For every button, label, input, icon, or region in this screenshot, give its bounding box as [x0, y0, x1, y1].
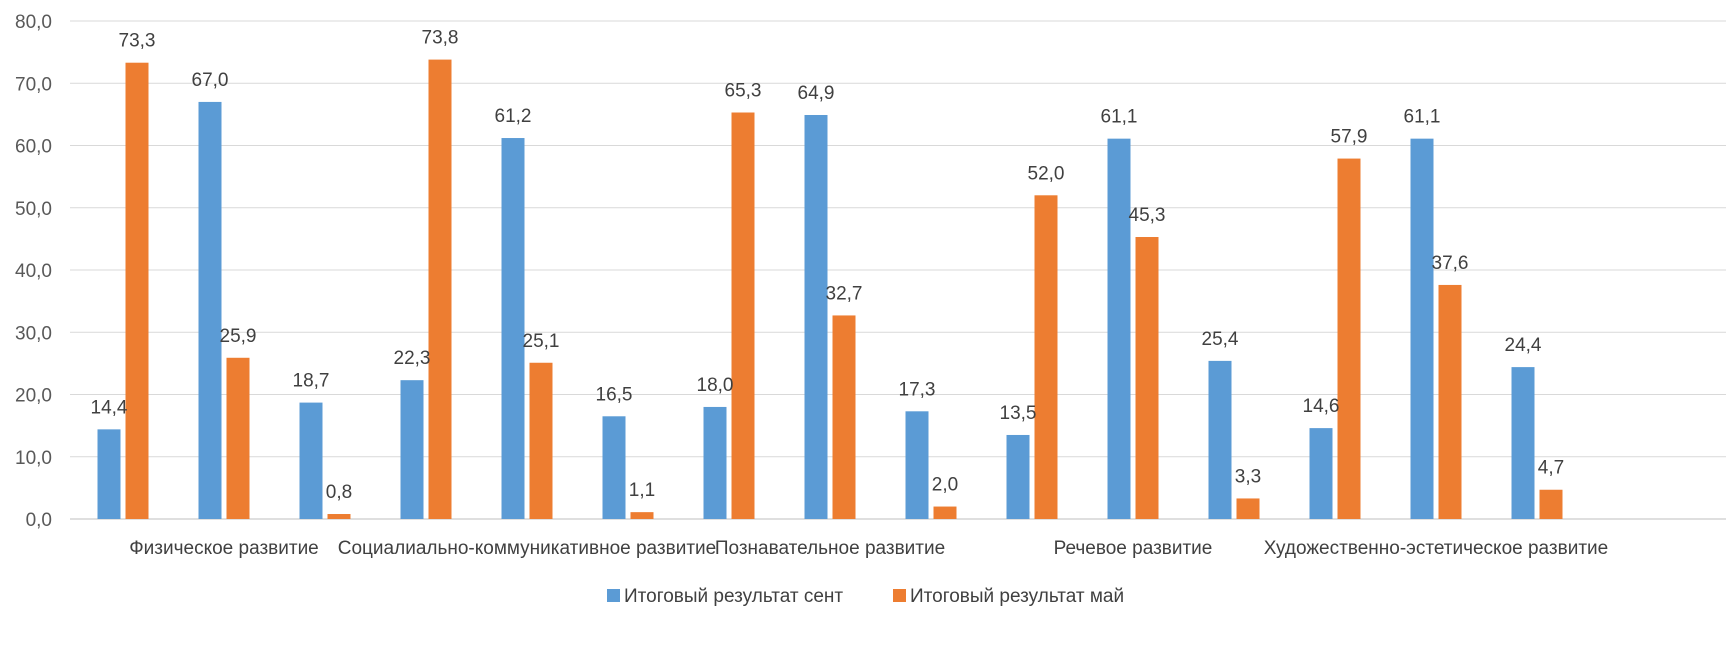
bars: [97, 59, 1563, 520]
data-label: 1,1: [629, 480, 655, 501]
x-axis: Физическое развитие Социалиально-коммуник…: [129, 538, 1608, 559]
data-label: 14,6: [1303, 396, 1340, 417]
data-label: 24,4: [1505, 335, 1542, 356]
x-category-label: Физическое развитие: [129, 538, 319, 559]
bar-may: [630, 512, 654, 519]
legend-label-sent: Итоговый результат сент: [624, 586, 843, 607]
data-labels: 14,4 73,3 67,0 25,9 18,7 0,8 22,3 73,8 61,2 25,1 1…: [91, 28, 1565, 503]
bar-may: [1034, 195, 1058, 520]
bar-sent: [804, 114, 828, 519]
y-tick-label: 50,0: [15, 199, 52, 220]
gridlines: [70, 20, 1726, 520]
y-tick-label: 10,0: [15, 448, 52, 469]
bar-sent: [602, 416, 626, 519]
y-tick-label: 70,0: [15, 74, 52, 95]
y-tick-label: 30,0: [15, 323, 52, 344]
x-category-label: Художественно-эстетическое развитие: [1264, 538, 1608, 559]
data-label: 4,7: [1538, 458, 1564, 479]
bar-may: [1236, 498, 1260, 519]
data-label: 37,6: [1432, 253, 1469, 274]
bar-may: [327, 514, 351, 519]
bar-may: [428, 59, 452, 519]
data-label: 18,7: [293, 371, 330, 392]
bar-sent: [1006, 434, 1030, 519]
x-category-label: Познавательное развитие: [715, 538, 945, 559]
y-axis-ticks: 0,0 10,0 20,0 30,0 40,0 50,0 60,0 70,0 80,0: [15, 12, 52, 531]
data-label: 65,3: [725, 81, 762, 102]
bar-may: [1539, 489, 1563, 519]
bar-sent: [1410, 138, 1434, 519]
data-label: 73,3: [119, 31, 156, 52]
legend-label-may: Итоговый результат май: [910, 586, 1124, 607]
bar-may: [529, 362, 553, 519]
bar-may: [1135, 237, 1159, 519]
data-label: 45,3: [1129, 205, 1166, 226]
data-label: 22,3: [394, 348, 431, 369]
bar-may: [125, 62, 149, 520]
data-label: 61,1: [1404, 107, 1441, 128]
bar-sent: [299, 402, 323, 519]
data-label: 18,0: [697, 375, 734, 396]
bar-sent: [97, 429, 121, 519]
data-label: 57,9: [1331, 127, 1368, 148]
data-label: 52,0: [1028, 163, 1065, 184]
bar-sent: [703, 406, 727, 519]
data-label: 14,4: [91, 397, 128, 418]
bar-sent: [1107, 138, 1131, 519]
bar-may: [731, 112, 755, 519]
data-label: 0,8: [326, 482, 352, 503]
bar-sent: [400, 380, 424, 519]
legend: Итоговый результат сент Итоговый результа…: [607, 586, 1124, 607]
bar-may: [226, 357, 250, 519]
data-label: 25,4: [1202, 329, 1239, 350]
bar-may: [1438, 284, 1462, 519]
data-label: 16,5: [596, 384, 633, 405]
y-tick-label: 80,0: [15, 12, 52, 33]
bar-sent: [1208, 360, 1232, 519]
data-label: 67,0: [192, 70, 229, 91]
bar-may: [832, 315, 856, 519]
data-label: 2,0: [932, 475, 958, 496]
bar-sent: [1511, 367, 1535, 519]
x-category-label: Речевое развитие: [1054, 538, 1213, 559]
bar-sent: [905, 411, 929, 519]
x-category-label: Социалиально-коммуникативное развитие: [338, 538, 716, 559]
data-label: 32,7: [826, 283, 863, 304]
data-label: 3,3: [1235, 466, 1261, 487]
y-tick-label: 0,0: [26, 510, 52, 531]
bar-may: [933, 506, 957, 519]
y-tick-label: 60,0: [15, 137, 52, 158]
data-label: 61,1: [1101, 107, 1138, 128]
data-label: 13,5: [1000, 403, 1037, 424]
bar-sent: [1309, 428, 1333, 519]
data-label: 64,9: [798, 83, 835, 104]
data-label: 25,9: [220, 326, 257, 347]
data-label: 17,3: [899, 379, 936, 400]
legend-swatch-sent: [607, 589, 620, 602]
bar-may: [1337, 158, 1361, 519]
data-label: 61,2: [495, 106, 532, 127]
data-label: 25,1: [523, 331, 560, 352]
y-tick-label: 40,0: [15, 261, 52, 282]
legend-swatch-may: [893, 589, 906, 602]
bar-sent: [501, 138, 525, 519]
y-tick-label: 20,0: [15, 386, 52, 407]
bar-sent: [198, 101, 222, 520]
data-label: 73,8: [422, 28, 459, 49]
